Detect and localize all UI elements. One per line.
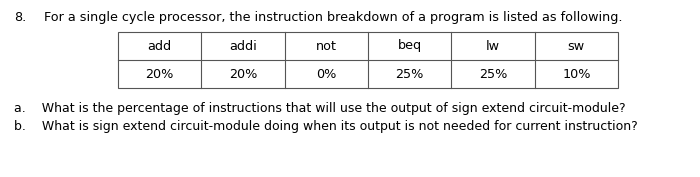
Text: b.    What is sign extend circuit-module doing when its output is not needed for: b. What is sign extend circuit-module do… xyxy=(14,120,638,133)
Text: a.    What is the percentage of instructions that will use the output of sign ex: a. What is the percentage of instruction… xyxy=(14,102,626,115)
Text: 25%: 25% xyxy=(395,67,424,81)
Text: beq: beq xyxy=(398,39,421,53)
Text: 0%: 0% xyxy=(316,67,337,81)
Text: 20%: 20% xyxy=(146,67,174,81)
Text: sw: sw xyxy=(568,39,585,53)
Text: 20%: 20% xyxy=(229,67,257,81)
Bar xyxy=(118,32,618,88)
Text: lw: lw xyxy=(486,39,500,53)
Text: add: add xyxy=(148,39,172,53)
Text: 8.: 8. xyxy=(14,11,27,24)
Text: addi: addi xyxy=(229,39,257,53)
Text: not: not xyxy=(316,39,337,53)
Text: 25%: 25% xyxy=(479,67,507,81)
Text: For a single cycle processor, the instruction breakdown of a program is listed a: For a single cycle processor, the instru… xyxy=(44,11,622,24)
Text: 10%: 10% xyxy=(562,67,591,81)
